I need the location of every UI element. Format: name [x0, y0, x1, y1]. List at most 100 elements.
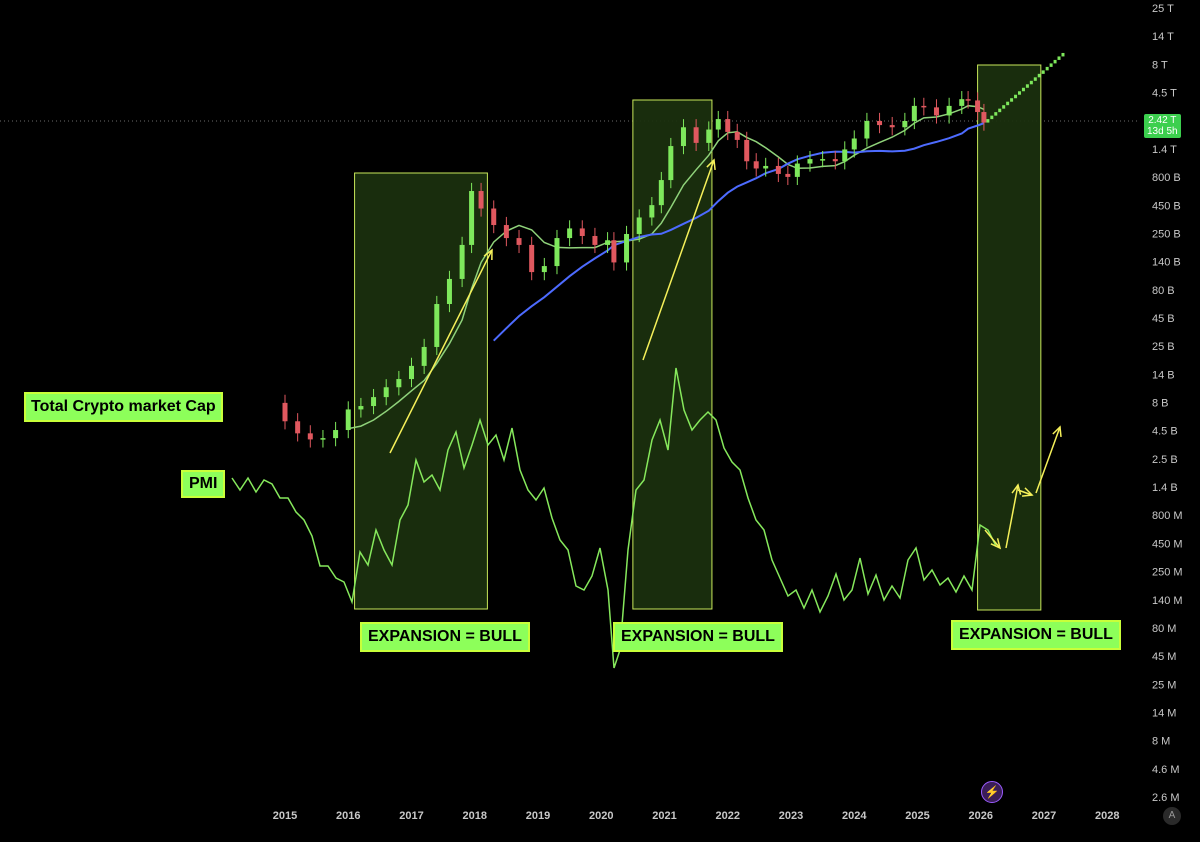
- projection-candle: [1049, 63, 1053, 67]
- projection-candle: [998, 108, 1002, 113]
- y-tick-label: 140 M: [1152, 595, 1183, 607]
- y-tick-label: 25 T: [1152, 3, 1174, 15]
- x-tick-label: 2024: [842, 810, 867, 822]
- projection-candle: [1025, 84, 1029, 88]
- candle-body: [469, 191, 475, 245]
- candle-body: [503, 225, 509, 239]
- expansion-box: [977, 64, 1042, 611]
- candle-body: [959, 99, 965, 106]
- expansion-box: [632, 99, 713, 610]
- candle-body: [529, 244, 535, 273]
- projection-candle: [1057, 56, 1061, 60]
- y-tick-label: 4.5 T: [1152, 88, 1177, 100]
- y-tick-label: 4.5 B: [1152, 426, 1178, 438]
- lightning-icon[interactable]: ⚡: [981, 781, 1003, 803]
- arrow-line: [389, 249, 493, 454]
- projection-candle: [1010, 98, 1014, 102]
- candle-body: [725, 119, 731, 132]
- candle-body: [807, 159, 813, 164]
- candle-body: [842, 149, 848, 162]
- x-tick-label: 2018: [463, 810, 487, 822]
- candle-body: [320, 438, 326, 440]
- y-tick-label: 8 B: [1152, 398, 1169, 410]
- arrow-head: [990, 538, 1002, 550]
- candle-body: [680, 127, 686, 147]
- arrow-line: [1005, 484, 1019, 549]
- projection-candle: [1061, 52, 1065, 57]
- candle-body: [820, 159, 826, 161]
- candle-body: [763, 165, 769, 169]
- candle-body: [611, 240, 617, 263]
- x-tick-label: 2028: [1095, 810, 1119, 822]
- candle-body: [975, 100, 981, 113]
- candle-body: [981, 112, 987, 123]
- candle-body: [295, 421, 301, 434]
- projection-candle: [1045, 66, 1049, 71]
- arrow-line: [1017, 489, 1033, 496]
- candle-body: [921, 105, 927, 108]
- candle-body: [946, 105, 952, 116]
- arrow-head: [1021, 487, 1034, 497]
- candle-body: [409, 365, 414, 380]
- y-tick-label: 250 M: [1152, 567, 1183, 579]
- candles: [282, 52, 1065, 448]
- candle-body: [715, 119, 721, 130]
- y-tick-label: 1.4 B: [1152, 482, 1178, 494]
- candle-body: [541, 266, 547, 273]
- ma-blue-line: [492, 122, 985, 342]
- x-tick-label: 2025: [905, 810, 929, 822]
- projection-candle: [994, 112, 998, 116]
- candle-body: [785, 173, 791, 177]
- candle-body: [902, 120, 908, 128]
- y-tick-label: 450 B: [1152, 200, 1181, 212]
- y-tick-label: 2.6 M: [1152, 792, 1180, 804]
- y-tick-label: 2.5 B: [1152, 454, 1178, 466]
- y-tick-label: 14 M: [1152, 707, 1176, 719]
- candle-body: [933, 107, 939, 116]
- candle-body: [396, 379, 402, 388]
- x-tick-label: 2023: [779, 810, 803, 822]
- candle-body: [864, 120, 870, 139]
- x-tick-label: 2017: [399, 810, 423, 822]
- y-tick-label: 450 M: [1152, 538, 1183, 550]
- candle-body: [516, 238, 522, 245]
- arrow-head: [706, 158, 716, 171]
- candle-body: [668, 146, 674, 181]
- arrow-head: [1011, 483, 1022, 495]
- candle-body: [753, 161, 759, 169]
- candle-body: [358, 406, 364, 410]
- projection-candle: [1017, 91, 1021, 95]
- auto-scale-button[interactable]: A: [1163, 807, 1181, 825]
- projection-candle: [1014, 94, 1018, 99]
- projection-candle: [1006, 101, 1010, 106]
- y-tick-label: 45 M: [1152, 651, 1176, 663]
- y-tick-label: 800 M: [1152, 510, 1183, 522]
- candle-body: [579, 228, 585, 236]
- y-tick-label: 14 B: [1152, 369, 1175, 381]
- arrow-line: [984, 529, 1001, 549]
- candle-body: [693, 127, 699, 143]
- candle-body: [478, 191, 484, 209]
- projection-candle: [986, 119, 990, 123]
- candle-body: [706, 129, 712, 143]
- projection-candle: [1029, 80, 1033, 85]
- y-tick-label: 4.6 M: [1152, 764, 1180, 776]
- projection-candle: [1041, 70, 1045, 74]
- candle-body: [459, 244, 465, 279]
- ma-green-line: [348, 104, 985, 430]
- total-crypto-label: Total Crypto market Cap: [24, 392, 223, 422]
- candle-body: [333, 430, 339, 439]
- candle-body: [877, 120, 883, 126]
- y-tick-label: 80 B: [1152, 285, 1175, 297]
- pmi-line: [231, 367, 997, 669]
- arrow-line: [642, 159, 715, 361]
- y-tick-label: 8 M: [1152, 736, 1170, 748]
- expansion-label-2: EXPANSION = BULL: [613, 622, 783, 652]
- pmi-label: PMI: [181, 470, 226, 498]
- projection-candle: [1021, 87, 1025, 92]
- candle-body: [345, 409, 351, 431]
- candle-body: [775, 165, 781, 174]
- x-tick-label: 2015: [273, 810, 297, 822]
- projection-candle: [1037, 73, 1041, 78]
